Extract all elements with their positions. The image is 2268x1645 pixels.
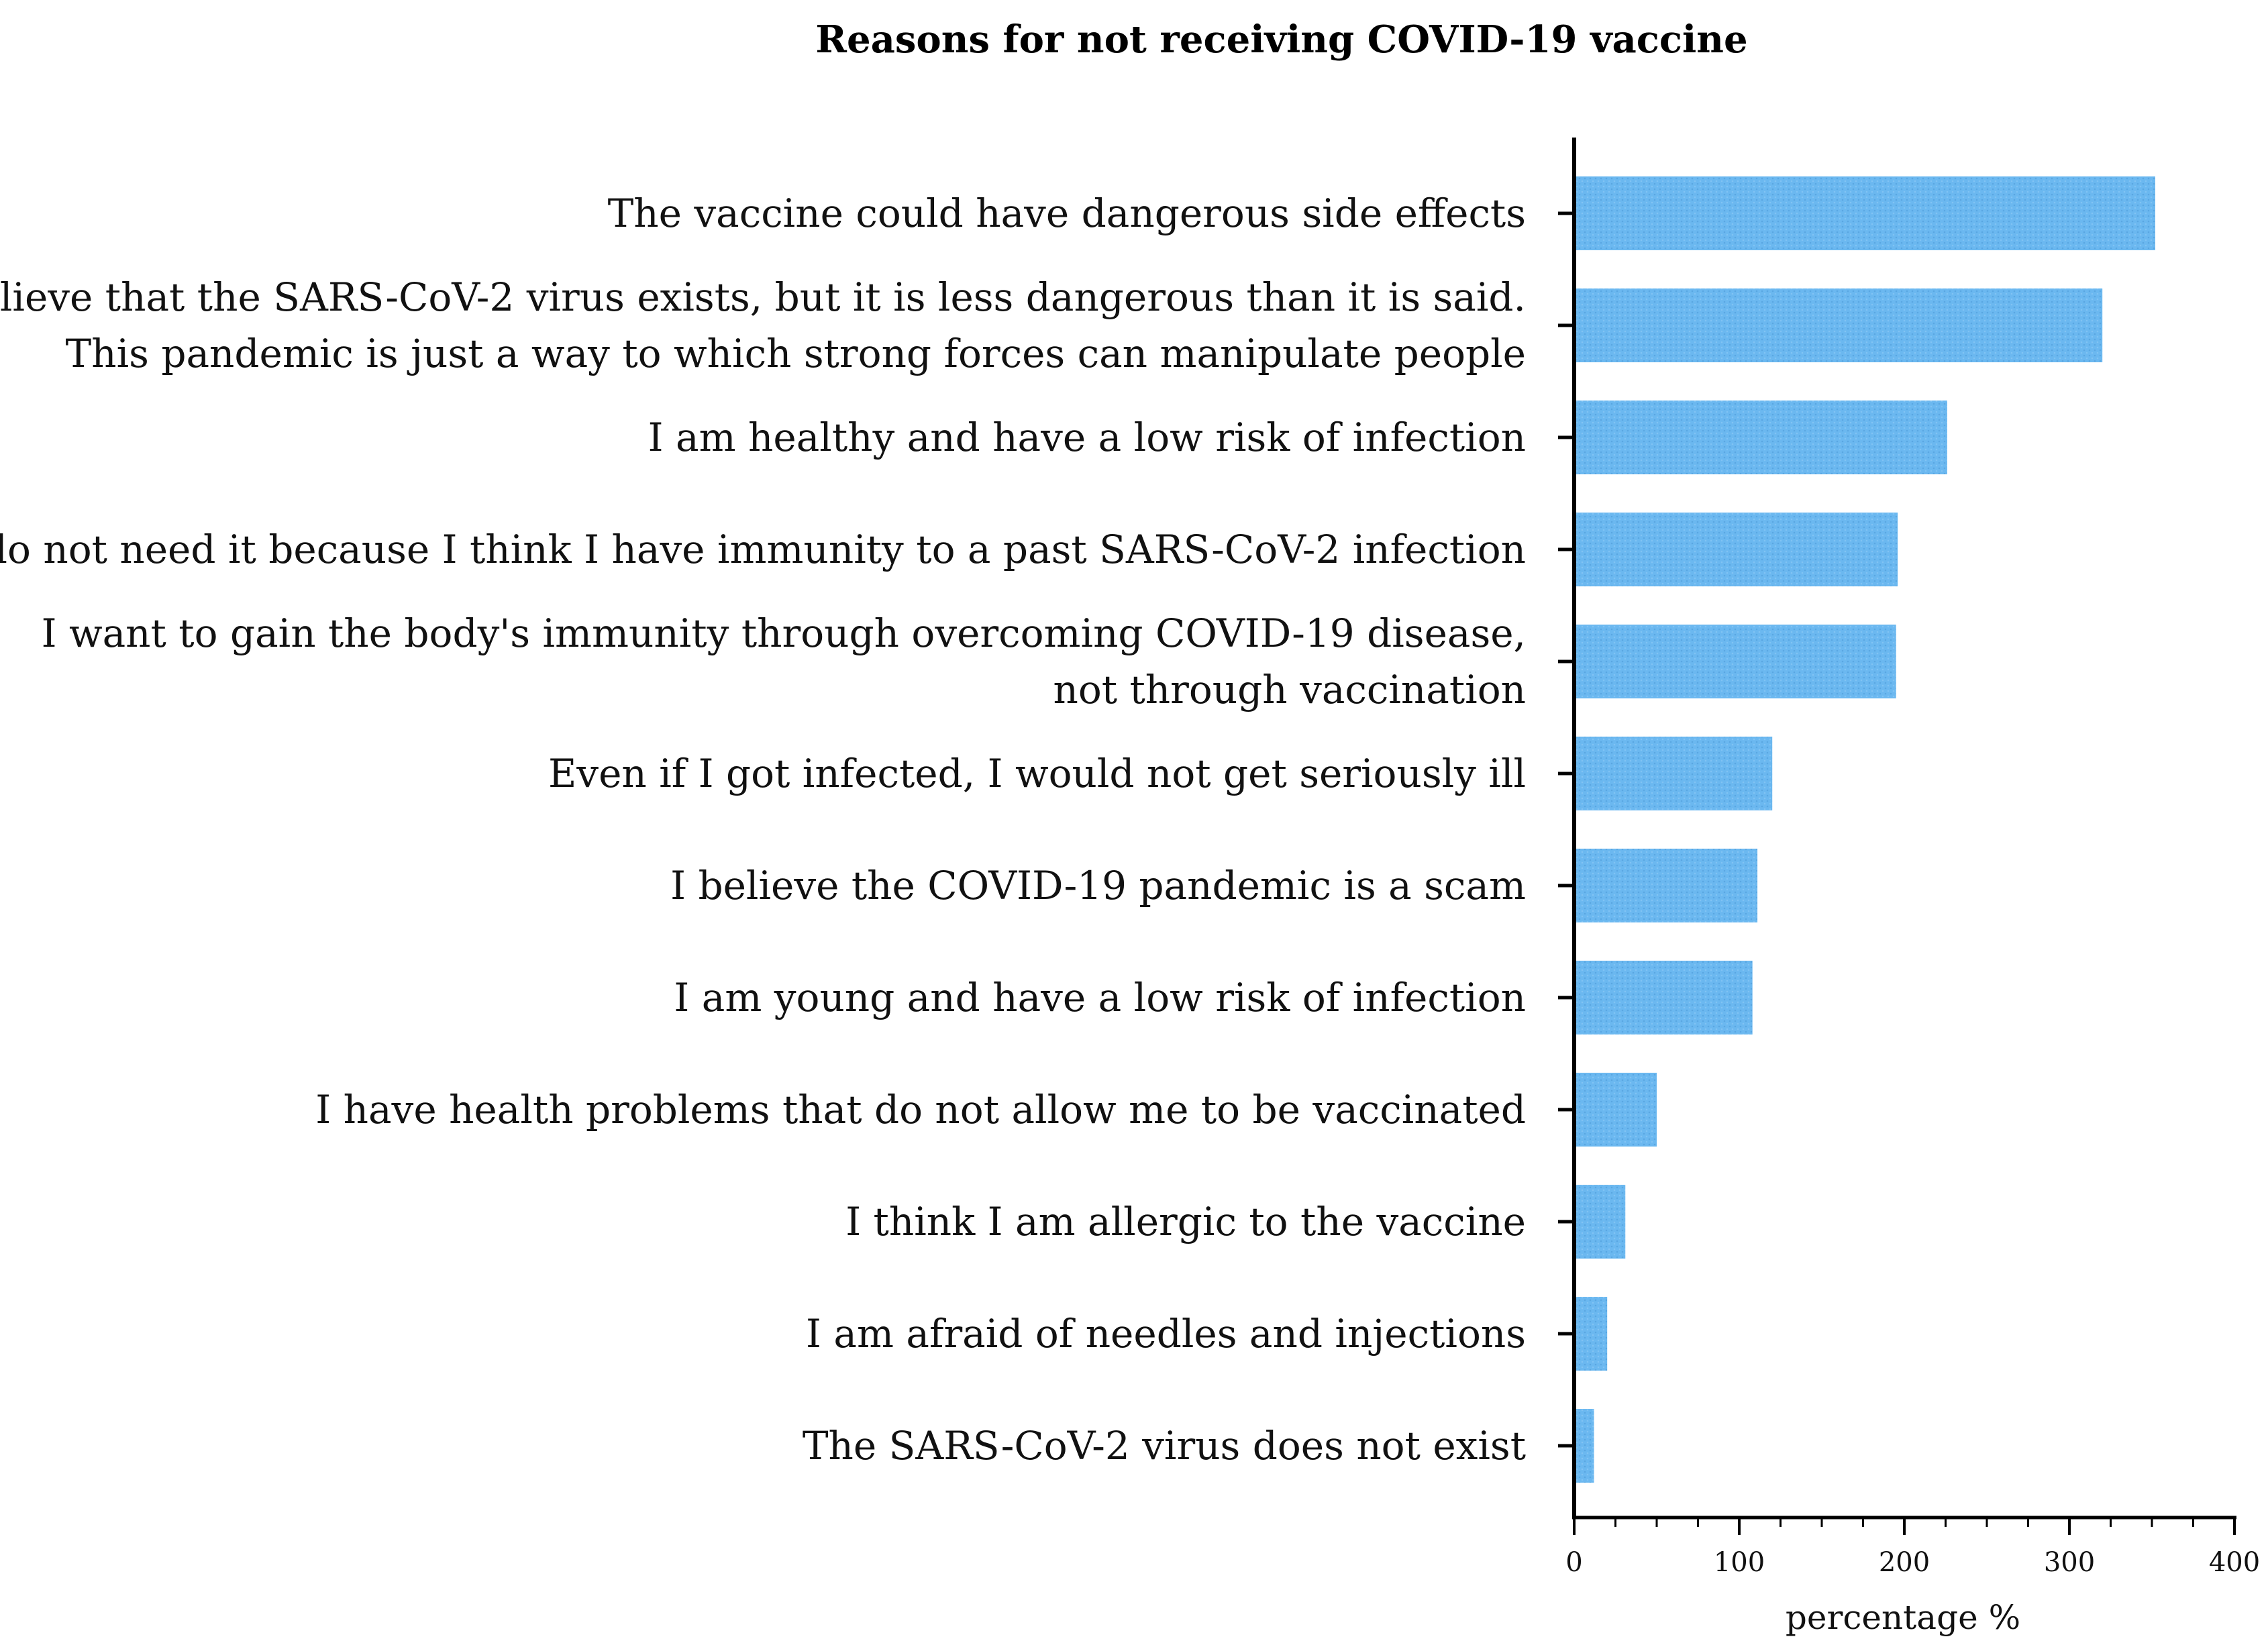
x-tick-label: 0 [1565, 1547, 1582, 1578]
bar [1576, 513, 1898, 586]
bar [1576, 288, 2103, 362]
axes: 0 100 200 300 400 [1558, 138, 2260, 1578]
bar [1576, 625, 1896, 698]
category-label: I am afraid of needles and injections [806, 1311, 1526, 1357]
x-axis-title: percentage % [1786, 1598, 2020, 1637]
bar [1576, 1073, 1657, 1147]
bars-layer [1576, 176, 2155, 1483]
bar [1576, 961, 1753, 1034]
category-label: This pandemic is just a way to which str… [66, 331, 1526, 376]
category-label: I want to gain the body's immunity throu… [42, 611, 1526, 656]
category-label: Even if I got infected, I would not get … [548, 751, 1526, 796]
category-label: I am young and have a low risk of infect… [674, 975, 1526, 1020]
category-label: I do not need it because I think I have … [0, 527, 1526, 572]
bar [1576, 401, 1947, 474]
x-tick-label: 100 [1714, 1547, 1765, 1578]
category-label: The SARS-CoV-2 virus does not exist [803, 1423, 1526, 1469]
bar [1576, 849, 1758, 922]
bar [1576, 737, 1773, 810]
chart-title: Reasons for not receiving COVID-19 vacci… [815, 17, 1747, 62]
bar [1576, 176, 2155, 250]
bar [1576, 1409, 1594, 1483]
category-label: I am healthy and have a low risk of infe… [648, 415, 1526, 460]
category-label: I believe that the SARS-CoV-2 virus exis… [0, 274, 1526, 320]
x-tick-label: 300 [2044, 1547, 2095, 1578]
category-label: not through vaccination [1053, 667, 1526, 712]
category-labels: The vaccine could have dangerous side ef… [0, 191, 1526, 1469]
category-label: I believe the COVID-19 pandemic is a sca… [670, 863, 1526, 908]
category-label: I have health problems that do not allow… [315, 1087, 1526, 1132]
bar [1576, 1185, 1626, 1259]
x-tick-label: 400 [2209, 1547, 2260, 1578]
category-label: The vaccine could have dangerous side ef… [608, 191, 1526, 236]
category-label: I think I am allergic to the vaccine [845, 1199, 1526, 1244]
x-tick-label: 200 [1879, 1547, 1930, 1578]
bar [1576, 1297, 1608, 1371]
